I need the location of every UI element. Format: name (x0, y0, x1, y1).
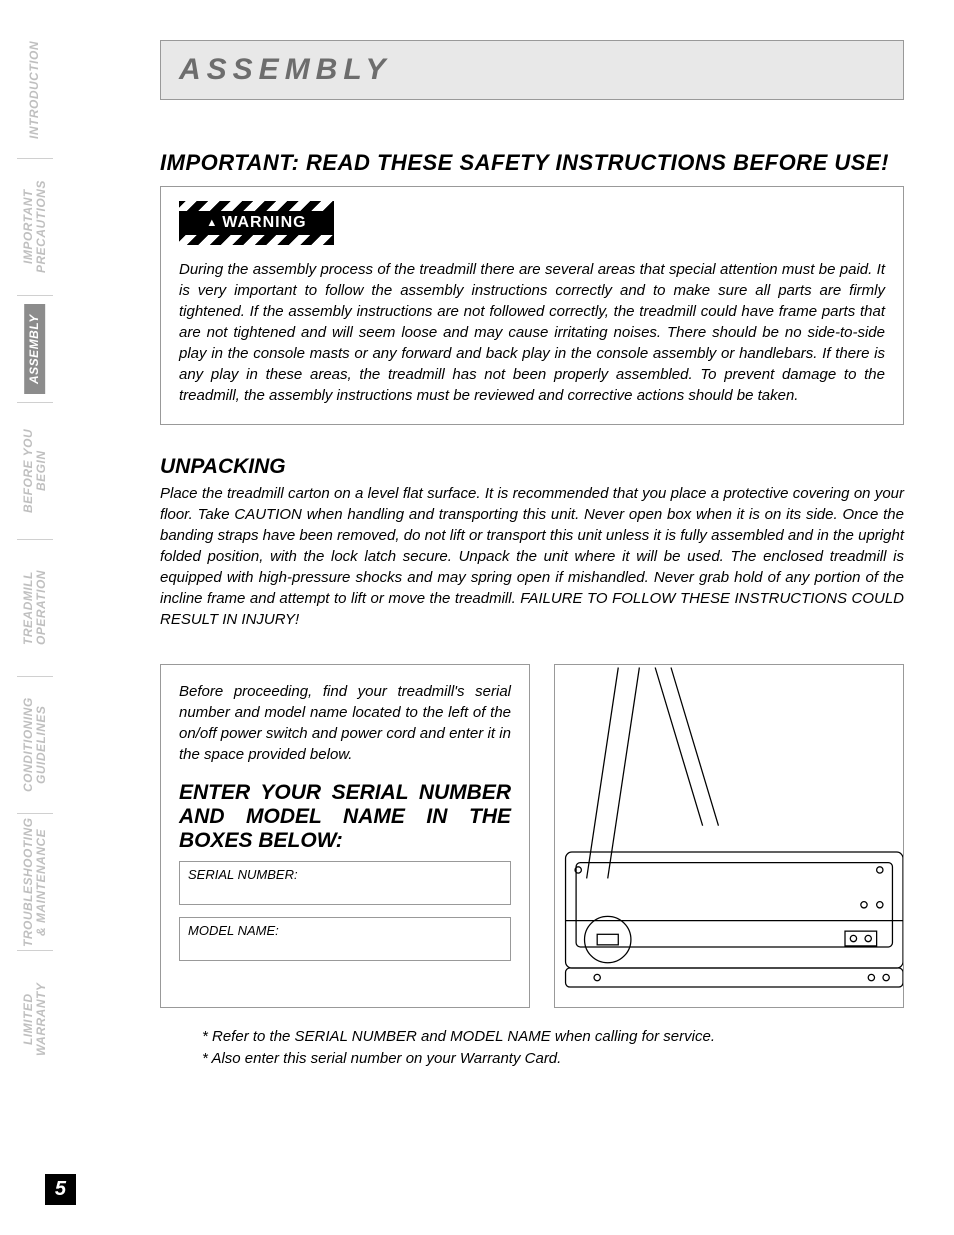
serial-number-label: SERIAL NUMBER: (188, 867, 298, 882)
tab-treadmill-operation[interactable]: TREADMILL OPERATION (18, 548, 52, 668)
warning-label: WARNING (179, 211, 334, 235)
warning-stripes-top (179, 201, 334, 211)
divider (17, 950, 53, 951)
page-title-box: ASSEMBLY (160, 40, 904, 100)
divider (17, 676, 53, 677)
divider (17, 158, 53, 159)
section-tabs-sidebar: INTRODUCTION IMPORTANT PRECAUTIONS ASSEM… (0, 0, 70, 1235)
unpacking-section: UNPACKING Place the treadmill carton on … (160, 455, 904, 630)
tab-conditioning-guidelines[interactable]: CONDITIONING GUIDELINES (18, 685, 52, 805)
divider (17, 813, 53, 814)
footnotes: * Refer to the SERIAL NUMBER and MODEL N… (160, 1026, 904, 1070)
treadmill-diagram (554, 664, 904, 1008)
warning-box: WARNING During the assembly process of t… (160, 186, 904, 425)
unpacking-heading: UNPACKING (160, 455, 904, 479)
tab-assembly[interactable]: ASSEMBLY (24, 304, 45, 394)
serial-model-row: Before proceeding, find your treadmill's… (160, 664, 904, 1008)
footnote-1: * Refer to the SERIAL NUMBER and MODEL N… (202, 1026, 904, 1048)
divider (17, 295, 53, 296)
warning-badge: WARNING (179, 201, 334, 245)
footnote-2: * Also enter this serial number on your … (202, 1048, 904, 1070)
serial-intro-text: Before proceeding, find your treadmill's… (179, 681, 511, 765)
tab-introduction[interactable]: INTRODUCTION (24, 30, 45, 150)
tab-before-you-begin[interactable]: BEFORE YOU BEGIN (18, 411, 52, 531)
model-name-field[interactable]: MODEL NAME: (179, 917, 511, 961)
tab-troubleshooting-maintenance[interactable]: TROUBLESHOOTING & MAINTENANCE (18, 822, 52, 942)
divider (17, 402, 53, 403)
divider (17, 539, 53, 540)
tab-limited-warranty[interactable]: LIMITED WARRANTY (18, 959, 52, 1079)
safety-heading: IMPORTANT: READ THESE SAFETY INSTRUCTION… (160, 150, 904, 176)
serial-heading: ENTER YOUR SERIAL NUMBER AND MODEL NAME … (179, 781, 511, 853)
page-title: ASSEMBLY (179, 53, 885, 87)
page-content: ASSEMBLY IMPORTANT: READ THESE SAFETY IN… (70, 0, 954, 1235)
warning-stripes-bottom (179, 235, 334, 245)
serial-model-form: Before proceeding, find your treadmill's… (160, 664, 530, 1008)
treadmill-diagram-svg (555, 665, 903, 1007)
unpacking-text: Place the treadmill carton on a level fl… (160, 483, 904, 630)
model-name-label: MODEL NAME: (188, 923, 279, 938)
tab-important-precautions[interactable]: IMPORTANT PRECAUTIONS (18, 167, 52, 287)
warning-text: During the assembly process of the tread… (179, 259, 885, 406)
serial-number-field[interactable]: SERIAL NUMBER: (179, 861, 511, 905)
